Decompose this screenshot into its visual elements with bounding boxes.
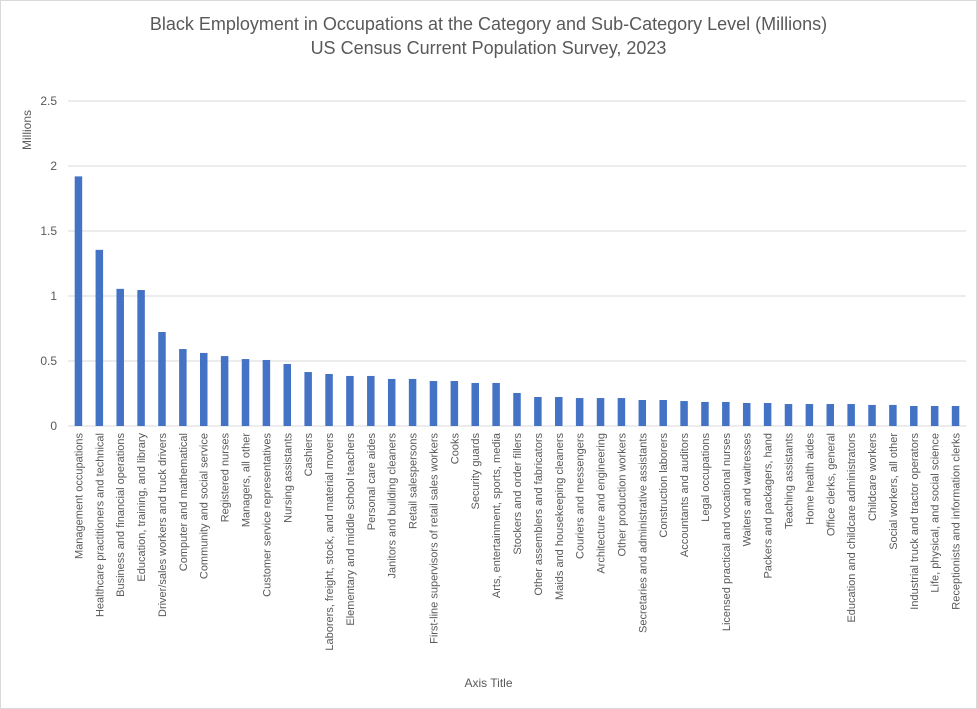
y-tick-label: 1.5 bbox=[40, 224, 57, 238]
bar bbox=[346, 375, 354, 426]
x-tick-label: Packers and packagers, hand bbox=[763, 433, 775, 579]
x-tick-label: Stockers and order fillers bbox=[512, 433, 524, 555]
bar bbox=[742, 402, 751, 426]
bar bbox=[179, 349, 187, 426]
x-tick-label: Managers, all other bbox=[241, 433, 253, 527]
x-tick-label: Industrial truck and tractor operators bbox=[909, 433, 921, 610]
bar bbox=[220, 356, 229, 426]
x-axis-label: Axis Title bbox=[464, 676, 513, 690]
x-tick-label: Management occupations bbox=[73, 433, 85, 559]
bar bbox=[325, 374, 333, 426]
bar bbox=[826, 404, 835, 426]
x-tick-label: Couriers and messengers bbox=[575, 433, 587, 559]
bar bbox=[116, 288, 124, 426]
x-tick-label: Maids and housekeeping cleaners bbox=[554, 433, 566, 600]
x-tick-label: Registered nurses bbox=[220, 433, 232, 523]
x-tick-label: Customer service representatives bbox=[261, 433, 273, 597]
bar bbox=[889, 404, 897, 426]
chart-title: Black Employment in Occupations at the C… bbox=[149, 14, 828, 34]
bar bbox=[137, 290, 145, 426]
x-tick-label: Home health aides bbox=[804, 433, 816, 525]
y-tick-label: 2 bbox=[50, 159, 57, 173]
x-tick-label: Security guards bbox=[470, 433, 482, 510]
bar bbox=[95, 249, 104, 426]
x-tick-label: Healthcare practitioners and technical bbox=[94, 433, 106, 617]
bar bbox=[680, 401, 688, 426]
chart-subtitle: US Census Current Population Survey, 202… bbox=[310, 38, 667, 58]
x-tick-label: Architecture and engineering bbox=[596, 433, 608, 574]
bar bbox=[387, 378, 396, 426]
x-tick-label: Legal occupations bbox=[700, 433, 712, 522]
bar bbox=[408, 378, 417, 426]
bar bbox=[930, 405, 939, 426]
bar bbox=[304, 372, 312, 426]
bar bbox=[283, 363, 292, 426]
bar bbox=[617, 398, 626, 426]
bar bbox=[784, 404, 793, 426]
x-tick-label: Waiters and waitresses bbox=[742, 433, 754, 547]
x-tick-label: Elementary and middle school teachers bbox=[345, 433, 357, 626]
bar bbox=[367, 375, 375, 426]
x-tick-label: Retail salespersons bbox=[408, 433, 420, 529]
bar bbox=[596, 398, 605, 426]
bar bbox=[659, 400, 667, 426]
x-tick-label: Licensed practical and vocational nurses bbox=[721, 433, 733, 632]
x-tick-label: Life, physical, and social science bbox=[930, 433, 942, 593]
x-tick-label: Business and financial operations bbox=[115, 433, 127, 597]
bar bbox=[868, 404, 876, 426]
bar bbox=[701, 401, 709, 426]
bar bbox=[910, 405, 918, 426]
x-tick-label: First-line supervisors of retail sales w… bbox=[428, 433, 440, 644]
x-tick-label: Other assemblers and fabricators bbox=[533, 433, 545, 596]
bar bbox=[575, 398, 584, 426]
x-tick-label: Nursing assistants bbox=[282, 433, 294, 523]
bar bbox=[805, 404, 814, 426]
y-tick-label: 1 bbox=[50, 289, 57, 303]
y-tick-label: 0 bbox=[50, 419, 57, 433]
x-tick-label: Computer and mathematical bbox=[178, 433, 190, 571]
bar bbox=[262, 359, 271, 426]
x-tick-label: Office clerks, general bbox=[825, 433, 837, 536]
x-tick-label: Laborers, freight, stock, and material m… bbox=[324, 433, 336, 651]
bar bbox=[74, 176, 83, 426]
x-tick-label: Social workers, all other bbox=[888, 433, 900, 550]
y-tick-label: 2.5 bbox=[40, 94, 57, 108]
bar bbox=[722, 401, 730, 426]
bar bbox=[492, 382, 500, 426]
bar bbox=[199, 352, 208, 426]
x-tick-label: Construction laborers bbox=[658, 433, 670, 538]
x-tick-label: Personal care aides bbox=[366, 433, 378, 531]
bar bbox=[555, 397, 563, 426]
x-tick-label: Accountants and auditors bbox=[679, 433, 691, 558]
x-tick-label: Secretaries and administrative assistant… bbox=[637, 433, 649, 633]
bar bbox=[429, 381, 438, 426]
x-tick-label: Community and social service bbox=[199, 433, 211, 579]
bar bbox=[241, 359, 250, 426]
x-tick-label: Cooks bbox=[449, 433, 461, 465]
x-tick-label: Teaching assistants bbox=[783, 433, 795, 529]
x-tick-label: Receptionists and information clerks bbox=[951, 433, 963, 610]
bar bbox=[951, 405, 960, 426]
bar bbox=[513, 392, 521, 426]
bar bbox=[450, 381, 459, 426]
y-tick-label: 0.5 bbox=[40, 354, 57, 368]
x-tick-label: Arts, entertainment, sports, media bbox=[491, 432, 503, 598]
bar bbox=[763, 402, 772, 426]
x-tick-label: Childcare workers bbox=[867, 433, 879, 522]
x-tick-label: Education and childcare administrators bbox=[846, 433, 858, 623]
bar bbox=[471, 382, 479, 426]
x-tick-label: Janitors and building cleaners bbox=[387, 433, 399, 579]
bar bbox=[638, 400, 647, 426]
x-tick-label: Other production workers bbox=[616, 433, 628, 557]
bar bbox=[534, 397, 542, 426]
bar bbox=[847, 404, 855, 426]
x-tick-label: Cashiers bbox=[303, 433, 315, 477]
x-tick-label: Education, training, and library bbox=[136, 433, 148, 582]
bar bbox=[158, 332, 166, 426]
x-tick-label: Driver/sales workers and truck drivers bbox=[157, 433, 169, 617]
